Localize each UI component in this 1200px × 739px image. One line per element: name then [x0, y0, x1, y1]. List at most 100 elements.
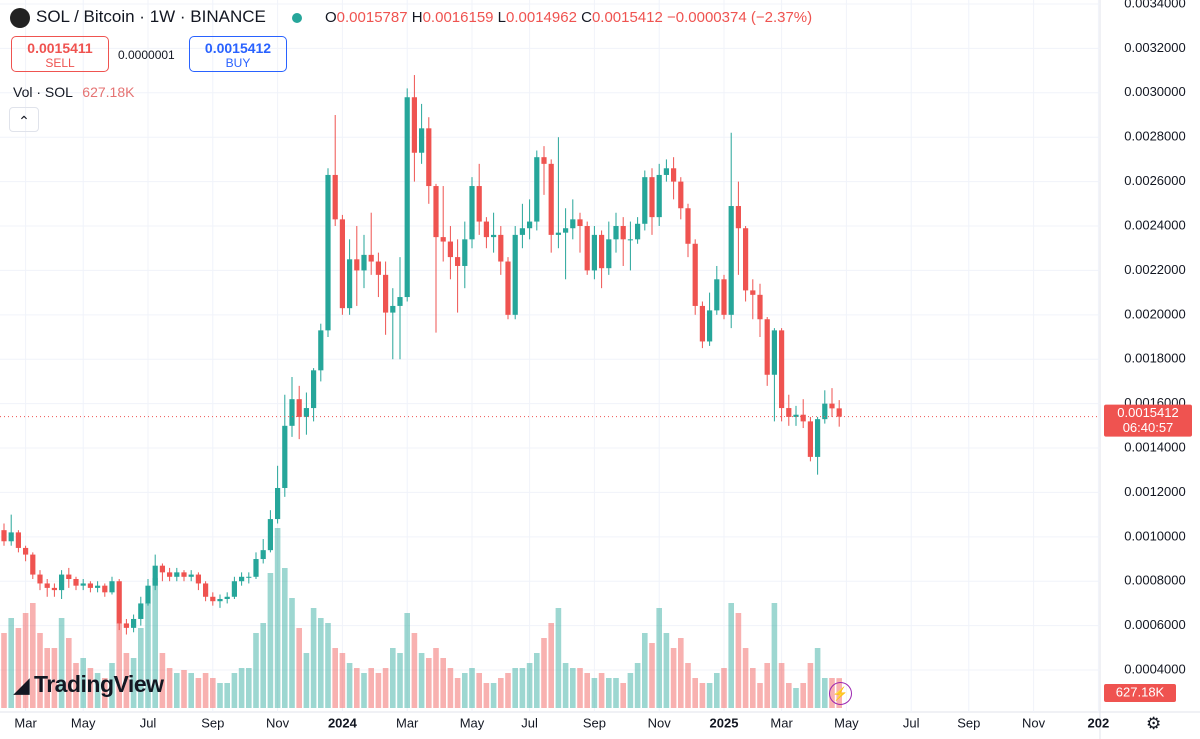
spread: 0.0000001	[118, 48, 175, 62]
x-tick-label: Jul	[903, 715, 920, 730]
ohlc-letter: O	[325, 9, 337, 26]
y-tick-label: 0.0032000	[1124, 40, 1185, 55]
volume-bar	[210, 678, 216, 708]
volume-bar	[822, 678, 828, 708]
volume-bar	[37, 633, 43, 708]
candle-body	[476, 186, 482, 222]
volume-bar	[346, 663, 353, 708]
candle-body	[692, 243, 698, 306]
volume-bar	[166, 668, 173, 708]
volume-bar	[678, 638, 684, 708]
collapse-button[interactable]: ⌃	[9, 107, 39, 132]
y-tick-label: 0.0022000	[1124, 262, 1185, 277]
y-tick-label: 0.0014000	[1124, 439, 1185, 454]
y-tick-label: 0.0030000	[1124, 84, 1185, 99]
volume-bar	[591, 678, 598, 708]
candle-body	[8, 532, 14, 542]
candle-body	[109, 581, 115, 593]
volume-bar	[404, 613, 410, 708]
candle-body	[239, 576, 245, 582]
volume-bar	[433, 648, 439, 708]
volume-bar	[195, 678, 202, 708]
volume-bar	[1, 633, 7, 708]
sell-button[interactable]: 0.0015411 SELL	[11, 36, 109, 72]
x-tick-label: Nov	[266, 715, 290, 730]
candle-body	[678, 181, 684, 209]
candle-body	[519, 228, 525, 235]
candle-body	[296, 399, 302, 417]
volume-bar	[764, 663, 770, 708]
candle-body	[433, 186, 439, 238]
candle-body	[447, 241, 453, 258]
buy-button[interactable]: 0.0015412 BUY	[189, 36, 287, 72]
x-tick-label: Sep	[583, 715, 606, 730]
candle-body	[318, 330, 324, 371]
ohlc-value: 0.0016159	[422, 9, 494, 26]
volume-bar	[22, 613, 29, 708]
candle-body	[404, 97, 410, 298]
brand-text: TradingView	[33, 671, 164, 697]
change: −0.0000374 (−2.37%)	[667, 9, 813, 26]
y-tick-label: 0.0028000	[1124, 129, 1185, 144]
volume-bar	[462, 673, 468, 708]
volume-bar	[534, 653, 540, 708]
candle-body	[627, 239, 633, 241]
volume-bar	[253, 633, 259, 708]
candle-body	[253, 559, 259, 577]
settings-icon[interactable]: ⚙	[1146, 714, 1162, 733]
candle-body	[260, 550, 266, 560]
y-tick-label: 0.0026000	[1124, 173, 1185, 188]
candle-body	[267, 519, 273, 551]
y-tick-label: 0.0004000	[1124, 661, 1185, 676]
x-tick-label: May	[834, 715, 859, 730]
candle-body	[275, 487, 281, 520]
candle-body	[174, 572, 180, 577]
candle-body	[325, 174, 331, 331]
x-tick-label: Nov	[648, 715, 672, 730]
volume-bar	[642, 633, 648, 708]
volume-bar	[526, 663, 533, 708]
candle-body	[721, 279, 727, 315]
candle-body	[807, 421, 813, 457]
volume-bar	[138, 628, 144, 708]
candle-body	[311, 370, 317, 409]
volume-legend: Vol · SOL 627.18K	[13, 84, 134, 100]
x-tick-label: Mar	[14, 715, 37, 730]
volume-bar	[598, 673, 605, 708]
candle-body	[138, 603, 144, 619]
candle-body	[483, 221, 489, 238]
market-status	[292, 13, 302, 23]
volume-bar	[116, 623, 122, 708]
volume-bar	[58, 618, 65, 708]
volume-bar	[606, 678, 612, 708]
volume-bar	[145, 603, 151, 708]
volume-bar	[375, 673, 382, 708]
candle-body	[231, 581, 237, 597]
x-tick-label: 2024	[328, 715, 358, 730]
volume-bar	[742, 648, 749, 708]
candle-body	[203, 583, 209, 597]
x-tick-label: May	[460, 715, 485, 730]
volume-bar	[670, 648, 677, 708]
candle-body	[771, 330, 777, 375]
buy-label: BUY	[225, 56, 251, 70]
volume-bar	[555, 608, 562, 708]
candle-body	[656, 174, 662, 218]
candle-body	[440, 237, 446, 242]
candle-body	[411, 97, 417, 153]
volume-bar	[584, 673, 590, 708]
candle-body	[527, 221, 533, 229]
volume-bar	[786, 683, 792, 708]
volume-bar	[94, 673, 101, 708]
candle-body	[282, 425, 288, 488]
volume-bar	[714, 673, 720, 708]
lightning-icon[interactable]: ⚡	[829, 682, 852, 705]
symbol-title[interactable]: SOL / Bitcoin · 1W · BINANCE	[36, 7, 266, 26]
volume-bar	[793, 688, 799, 708]
candle-body	[95, 585, 101, 588]
ohlc-letter: H	[411, 9, 423, 26]
x-tick-label: 202	[1088, 715, 1110, 730]
volume-bar	[231, 673, 238, 708]
volume-bar	[30, 603, 36, 708]
volume-bar	[685, 663, 691, 708]
